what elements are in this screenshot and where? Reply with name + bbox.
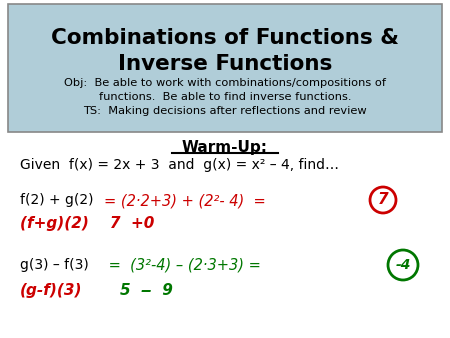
Text: (f+g)(2)    7  +0: (f+g)(2) 7 +0 (20, 216, 154, 231)
Text: Combinations of Functions &: Combinations of Functions & (51, 28, 399, 48)
Text: Obj:  Be able to work with combinations/compositions of: Obj: Be able to work with combinations/c… (64, 78, 386, 88)
Text: Warm-Up:: Warm-Up: (182, 140, 268, 155)
Text: Inverse Functions: Inverse Functions (118, 54, 332, 74)
Text: functions.  Be able to find inverse functions.: functions. Be able to find inverse funct… (99, 92, 351, 102)
Text: 7: 7 (378, 193, 388, 208)
Text: (g-f)(3): (g-f)(3) (20, 283, 82, 298)
Text: = (2·2+3) + (2²- 4)  =: = (2·2+3) + (2²- 4) = (104, 193, 266, 208)
Text: =  (3²-4) – (2·3+3) =: = (3²-4) – (2·3+3) = (104, 258, 261, 273)
Text: 5  ‒  9: 5 ‒ 9 (78, 283, 173, 298)
Text: f(2) + g(2): f(2) + g(2) (20, 193, 94, 207)
Text: g(3) – f(3): g(3) – f(3) (20, 258, 89, 272)
Text: -4: -4 (395, 258, 411, 272)
Text: TS:  Making decisions after reflections and review: TS: Making decisions after reflections a… (83, 106, 367, 116)
Text: Given  f(x) = 2x + 3  and  g(x) = x² – 4, find…: Given f(x) = 2x + 3 and g(x) = x² – 4, f… (20, 158, 339, 172)
FancyBboxPatch shape (8, 4, 442, 132)
